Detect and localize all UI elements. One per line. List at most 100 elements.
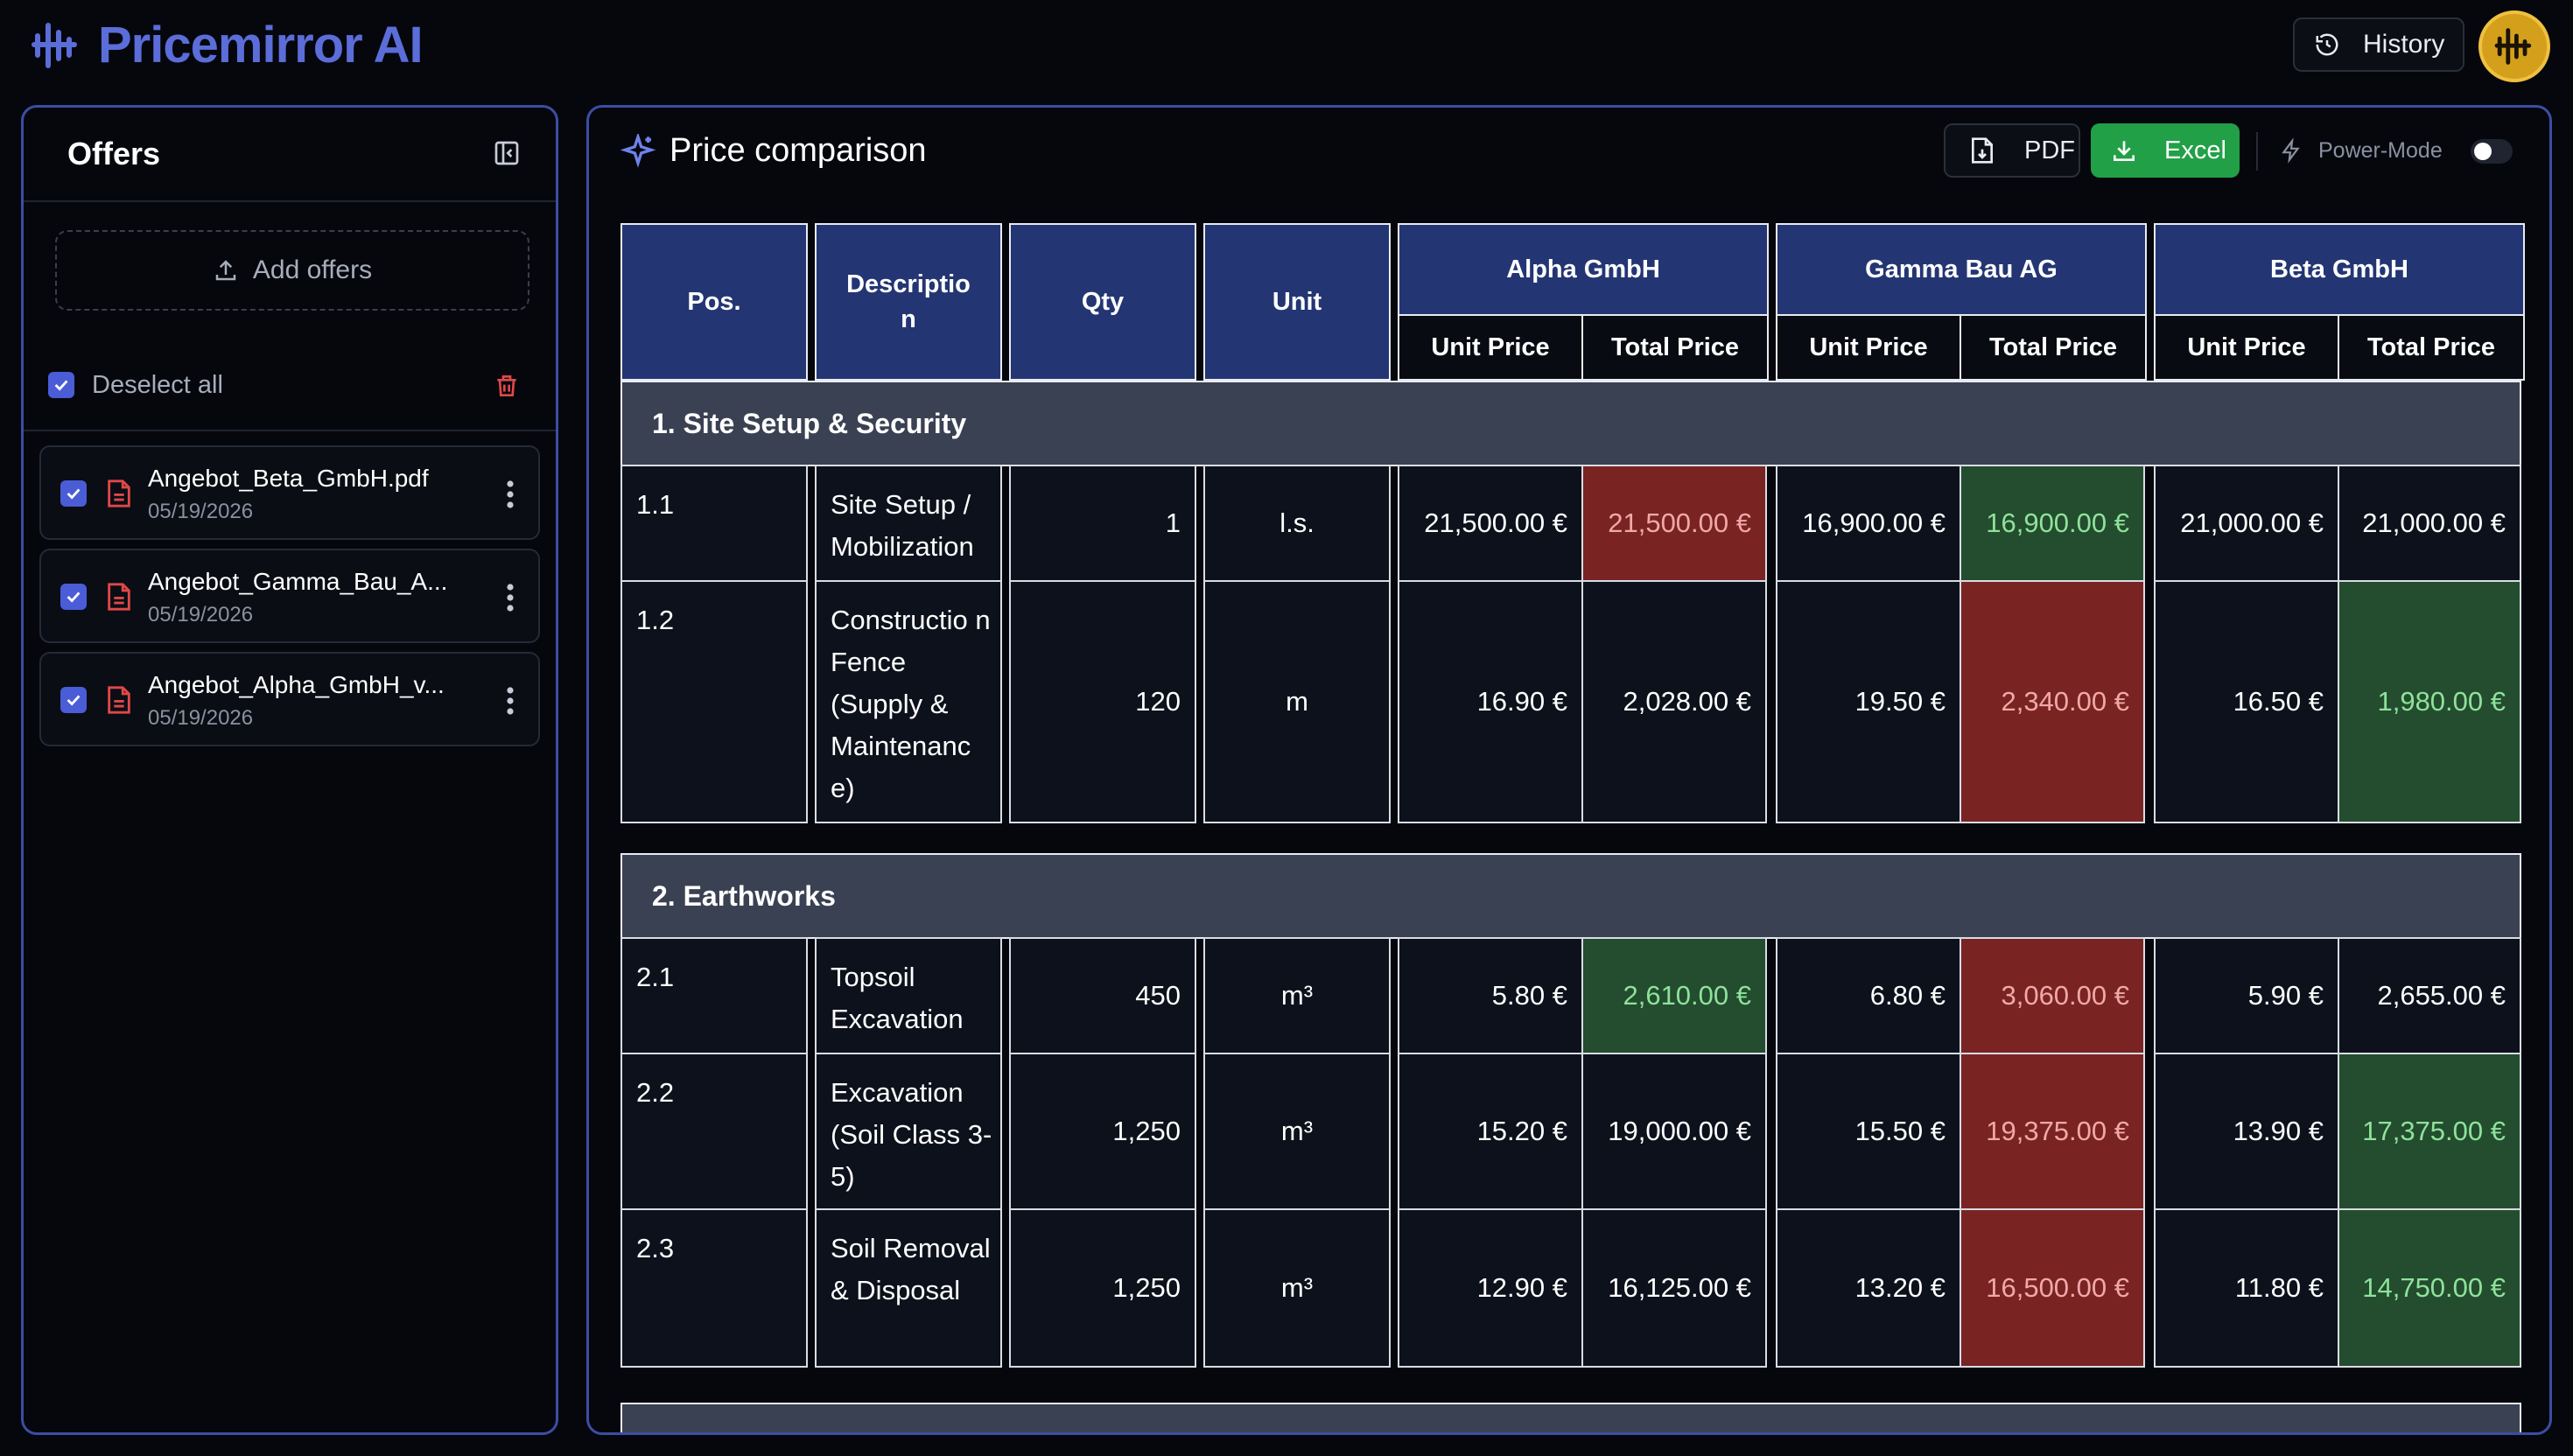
cell-total-price: 2,655.00 € xyxy=(2338,937,2521,1054)
file-date: 05/19/2026 xyxy=(148,603,254,626)
header-unit: Unit xyxy=(1203,223,1391,381)
cell-unit-price: 5.80 € xyxy=(1398,937,1583,1054)
cell-unit-price: 16.50 € xyxy=(2154,580,2339,823)
total-price-header: Total Price xyxy=(1581,314,1769,381)
collapse-sidebar-icon[interactable] xyxy=(493,139,521,167)
add-offers-label: Add offers xyxy=(252,256,373,284)
cell-total-price: 2,028.00 € xyxy=(1581,580,1767,823)
add-offers-button[interactable]: Add offers xyxy=(55,230,529,311)
cell-total-price-lowest: 1,980.00 € xyxy=(2338,580,2521,823)
file-download-icon xyxy=(1972,137,1993,164)
file-checkbox[interactable] xyxy=(60,687,87,713)
file-name: Angebot_Beta_GmbH.pdf xyxy=(148,465,429,492)
download-icon xyxy=(2114,141,2135,161)
more-options-icon[interactable] xyxy=(505,479,515,510)
file-item[interactable]: Angebot_Gamma_Bau_A... 05/19/2026 xyxy=(39,549,540,643)
vendor-header: Beta GmbH xyxy=(2154,223,2525,316)
pdf-file-icon xyxy=(108,480,130,508)
header-desc: Descriptio n xyxy=(815,223,1002,381)
file-item[interactable]: Angebot_Alpha_GmbH_v... 05/19/2026 xyxy=(39,652,540,746)
cell-unit: m³ xyxy=(1203,937,1391,1054)
panel-header: Price comparison PDF Excel Power-Mode xyxy=(589,108,2549,199)
cell-unit: m³ xyxy=(1203,1208,1391,1368)
check-icon xyxy=(67,488,81,500)
cell-unit-price: 11.80 € xyxy=(2154,1208,2339,1368)
cell-description: Site Setup / Mobilization xyxy=(815,465,1002,582)
file-list: Angebot_Beta_GmbH.pdf 05/19/2026 Angebot… xyxy=(24,431,556,746)
cell-total-price-highest: 19,375.00 € xyxy=(1960,1053,2145,1210)
cell-unit-price: 21,000.00 € xyxy=(2154,465,2339,582)
sparkle-icon xyxy=(620,134,656,168)
cell-qty: 1 xyxy=(1009,465,1196,582)
cell-pos: 1.1 xyxy=(620,465,808,582)
more-options-icon[interactable] xyxy=(505,685,515,717)
cell-unit-price: 15.50 € xyxy=(1776,1053,1961,1210)
app-logo[interactable]: Pricemirror AI xyxy=(32,19,424,72)
cell-total-price: 16,125.00 € xyxy=(1581,1208,1767,1368)
next-section-header xyxy=(620,1403,2521,1432)
lightning-icon xyxy=(2282,137,2300,164)
sidebar-title: Offers xyxy=(67,136,161,172)
cell-total-price-lowest: 16,900.00 € xyxy=(1960,465,2145,582)
pdf-label: PDF xyxy=(2024,136,2075,164)
avatar-logo-icon xyxy=(2494,28,2532,65)
cell-total-price-lowest: 17,375.00 € xyxy=(2338,1053,2521,1210)
cell-total-price-lowest: 14,750.00 € xyxy=(2338,1208,2521,1368)
section-header: 2. Earthworks xyxy=(620,853,2521,939)
cell-pos: 2.3 xyxy=(620,1208,808,1368)
export-excel-button[interactable]: Excel xyxy=(2091,123,2240,178)
export-pdf-button[interactable]: PDF xyxy=(1944,123,2080,178)
cell-total-price: 21,000.00 € xyxy=(2338,465,2521,582)
total-price-header: Total Price xyxy=(1960,314,2147,381)
upload-icon xyxy=(215,260,236,281)
deselect-all-checkbox[interactable] xyxy=(48,372,74,398)
file-checkbox[interactable] xyxy=(60,584,87,610)
file-checkbox[interactable] xyxy=(60,480,87,507)
history-icon xyxy=(2316,33,2338,56)
power-mode-text: Power-Mode xyxy=(2318,137,2443,163)
section-header: 1. Site Setup & Security xyxy=(620,381,2521,466)
top-bar: Pricemirror AI History xyxy=(0,0,2573,94)
file-date: 05/19/2026 xyxy=(148,706,254,730)
cell-pos: 2.2 xyxy=(620,1053,808,1210)
vendor-header: Gamma Bau AG xyxy=(1776,223,2147,316)
cell-total-price-highest: 3,060.00 € xyxy=(1960,937,2145,1054)
cell-description: Soil Removal & Disposal xyxy=(815,1208,1002,1368)
cell-qty: 120 xyxy=(1009,580,1196,823)
cell-total-price-highest: 16,500.00 € xyxy=(1960,1208,2145,1368)
cell-unit-price: 16,900.00 € xyxy=(1776,465,1961,582)
more-options-icon[interactable] xyxy=(505,582,515,613)
cell-description: Excavation (Soil Class 3-5) xyxy=(815,1053,1002,1210)
deselect-all-label[interactable]: Deselect all xyxy=(92,370,223,399)
header-divider xyxy=(2256,132,2258,171)
header-qty: Qty xyxy=(1009,223,1196,381)
cell-qty: 1,250 xyxy=(1009,1208,1196,1368)
price-comparison-panel: Price comparison PDF Excel Power-Mode Po… xyxy=(586,105,2552,1435)
power-mode-label: Power-Mode xyxy=(2280,137,2443,164)
pdf-file-icon xyxy=(108,583,130,611)
check-icon xyxy=(67,695,81,706)
cell-unit: l.s. xyxy=(1203,465,1391,582)
cell-qty: 450 xyxy=(1009,937,1196,1054)
check-icon xyxy=(54,380,68,391)
cell-total-price-highest: 21,500.00 € xyxy=(1581,465,1767,582)
cell-unit-price: 19.50 € xyxy=(1776,580,1961,823)
cell-qty: 1,250 xyxy=(1009,1053,1196,1210)
deselect-all-row: Deselect all xyxy=(24,340,556,431)
history-button[interactable]: History xyxy=(2293,18,2464,72)
cell-total-price-lowest: 2,610.00 € xyxy=(1581,937,1767,1054)
file-item[interactable]: Angebot_Beta_GmbH.pdf 05/19/2026 xyxy=(39,445,540,540)
power-mode-toggle[interactable] xyxy=(2471,139,2513,164)
cell-unit-price: 12.90 € xyxy=(1398,1208,1583,1368)
cell-unit: m³ xyxy=(1203,1053,1391,1210)
file-date: 05/19/2026 xyxy=(148,500,254,523)
cell-description: Constructio n Fence (Supply & Maintenanc… xyxy=(815,580,1002,823)
trash-icon[interactable] xyxy=(493,372,521,400)
header-pos: Pos. xyxy=(620,223,808,381)
logo-icon xyxy=(32,23,77,68)
cell-pos: 1.2 xyxy=(620,580,808,823)
avatar[interactable] xyxy=(2478,10,2550,82)
vendor-header: Alpha GmbH xyxy=(1398,223,1769,316)
file-name: Angebot_Gamma_Bau_A... xyxy=(148,568,448,595)
total-price-header: Total Price xyxy=(2338,314,2525,381)
